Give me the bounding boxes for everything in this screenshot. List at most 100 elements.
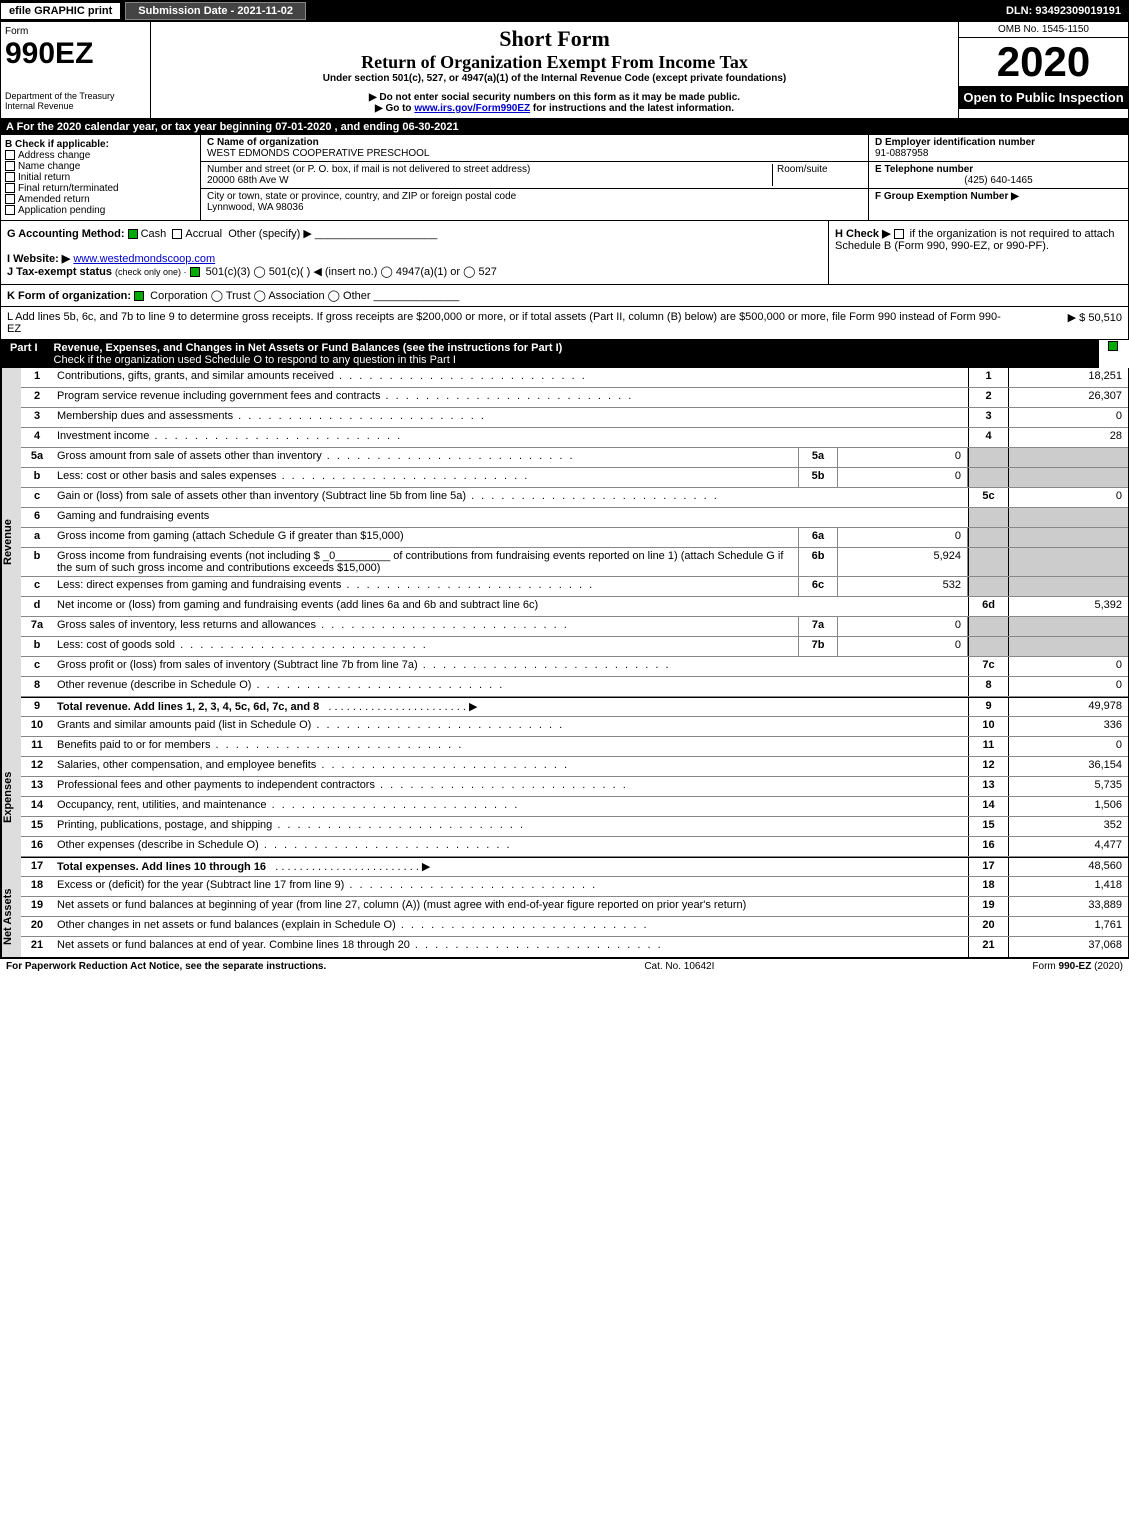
city-label: City or town, state or province, country… [207,191,862,202]
l15-desc: Printing, publications, postage, and shi… [53,817,968,836]
l12-val: 36,154 [1008,757,1128,776]
l6a-num: a [21,528,53,547]
l9-val: 49,978 [1008,698,1128,716]
l6c-sv: 532 [838,577,968,596]
cash-checkbox[interactable] [128,229,138,239]
l5a-desc: Gross amount from sale of assets other t… [53,448,798,467]
l2-val: 26,307 [1008,388,1128,407]
l17-box: 17 [968,858,1008,876]
box-def: D Employer identification number 91-0887… [868,135,1128,220]
l5b-num: b [21,468,53,487]
l18-num: 18 [21,877,53,896]
l17-val: 48,560 [1008,858,1128,876]
l6d-num: d [21,597,53,616]
gh-row: G Accounting Method: Cash Accrual Other … [0,221,1129,285]
under-section-text: Under section 501(c), 527, or 4947(a)(1)… [155,73,954,84]
part-i-header: Part I Revenue, Expenses, and Changes in… [0,340,1129,368]
l14-num: 14 [21,797,53,816]
l16-desc: Other expenses (describe in Schedule O) [53,837,968,856]
submission-date-button[interactable]: Submission Date - 2021-11-02 [125,2,306,20]
room-suite-label: Room/suite [772,164,862,186]
l10-box: 10 [968,717,1008,736]
l6a-desc: Gross income from gaming (attach Schedul… [53,528,798,547]
l21-box: 21 [968,937,1008,957]
corporation-checkbox[interactable] [134,291,144,301]
l13-box: 13 [968,777,1008,796]
l21-desc: Net assets or fund balances at end of ye… [53,937,968,957]
tax-year: 2020 [959,38,1128,86]
l16-val: 4,477 [1008,837,1128,856]
tax-exempt-label: J Tax-exempt status [7,266,112,278]
l17-desc: Total expenses. Add lines 10 through 16 … [53,858,968,876]
l19-desc: Net assets or fund balances at beginning… [53,897,968,916]
l20-desc: Other changes in net assets or fund bala… [53,917,968,936]
website-link[interactable]: www.westedmondscoop.com [73,253,215,265]
l18-box: 18 [968,877,1008,896]
part-i-checkbox[interactable] [1108,341,1118,351]
l13-num: 13 [21,777,53,796]
l3-val: 0 [1008,408,1128,427]
accounting-method-label: G Accounting Method: [7,228,125,240]
l20-box: 20 [968,917,1008,936]
goto-post: for instructions and the latest informat… [530,103,734,114]
org-name: WEST EDMONDS COOPERATIVE PRESCHOOL [207,148,862,159]
l21-num: 21 [21,937,53,957]
l5b-sub: 5b [798,468,838,487]
l16-box: 16 [968,837,1008,856]
l7b-sv: 0 [838,637,968,656]
efile-print-button[interactable]: efile GRAPHIC print [0,2,121,20]
ssn-warning: ▶ Do not enter social security numbers o… [155,92,954,103]
l17-num: 17 [21,858,53,876]
l7b-num: b [21,637,53,656]
part-i-table: Revenue 1Contributions, gifts, grants, a… [0,368,1129,717]
ein-value: 91-0887958 [875,148,928,159]
l5a-sub: 5a [798,448,838,467]
schedule-b-checkbox[interactable] [894,229,904,239]
l10-desc: Grants and similar amounts paid (list in… [53,717,968,736]
paperwork-notice: For Paperwork Reduction Act Notice, see … [6,961,326,972]
l8-num: 8 [21,677,53,696]
l5a-sv: 0 [838,448,968,467]
l16-num: 16 [21,837,53,856]
form-header: Form 990EZ Department of the Treasury In… [0,22,1129,119]
l6c-sub: 6c [798,577,838,596]
l8-desc: Other revenue (describe in Schedule O) [53,677,968,696]
org-street: 20000 68th Ave W [207,175,772,186]
l6a-sub: 6a [798,528,838,547]
l5c-val: 0 [1008,488,1128,507]
l5b-sv: 0 [838,468,968,487]
ein-label: D Employer identification number [875,137,1035,148]
entity-info-grid: B Check if applicable: Address change Na… [0,135,1129,221]
irs-link[interactable]: www.irs.gov/Form990EZ [414,103,530,114]
top-bar: efile GRAPHIC print Submission Date - 20… [0,0,1129,22]
revenue-side-label: Revenue [1,368,21,717]
l9-box: 9 [968,698,1008,716]
final-return: Final return/terminated [18,183,119,194]
l6d-val: 5,392 [1008,597,1128,616]
l5c-desc: Gain or (loss) from sale of assets other… [53,488,968,507]
l12-desc: Salaries, other compensation, and employ… [53,757,968,776]
amended-return: Amended return [18,194,90,205]
title-main: Return of Organization Exempt From Incom… [155,52,954,73]
l18-val: 1,418 [1008,877,1128,896]
l3-desc: Membership dues and assessments [53,408,968,427]
l11-num: 11 [21,737,53,756]
part-i-check-text: Check if the organization used Schedule … [54,354,456,366]
accrual-label: Accrual [185,228,222,240]
l5b-desc: Less: cost or other basis and sales expe… [53,468,798,487]
501c3-checkbox[interactable] [190,267,200,277]
l5c-num: c [21,488,53,507]
dln-label: DLN: 93492309019191 [1006,5,1129,17]
l9-num: 9 [21,698,53,716]
l14-val: 1,506 [1008,797,1128,816]
l6b-desc: Gross income from fundraising events (no… [53,548,798,576]
l6d-desc: Net income or (loss) from gaming and fun… [53,597,968,616]
accrual-checkbox[interactable] [172,229,182,239]
l1-desc: Contributions, gifts, grants, and simila… [53,368,968,387]
l7c-num: c [21,657,53,676]
l7a-num: 7a [21,617,53,636]
tax-period-bar: A For the 2020 calendar year, or tax yea… [0,119,1129,135]
l5a-num: 5a [21,448,53,467]
l4-box: 4 [968,428,1008,447]
l11-desc: Benefits paid to or for members [53,737,968,756]
